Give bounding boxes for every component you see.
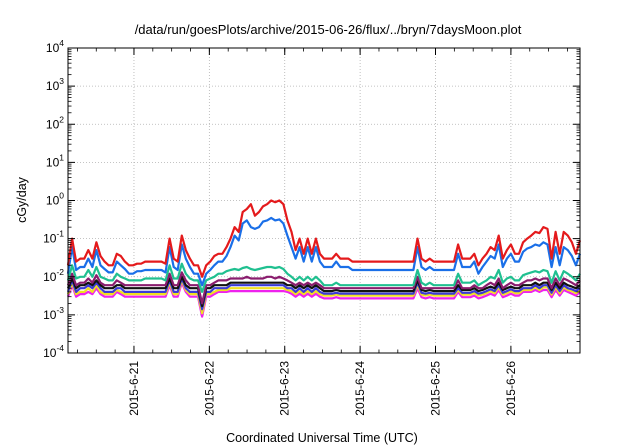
- x-tick-label: 2015-6-22: [202, 361, 216, 416]
- y-tick-label: 101: [46, 152, 64, 169]
- series-line: [66, 199, 582, 278]
- y-tick-label: 10-3: [43, 305, 64, 322]
- x-tick-label: 2015-6-25: [429, 361, 443, 416]
- series-layer: [66, 199, 582, 318]
- x-tick-label: 2015-6-23: [278, 361, 292, 416]
- y-tick-label: 10-4: [43, 343, 64, 360]
- grid: [68, 48, 580, 353]
- y-tick-label: 100: [46, 191, 64, 208]
- series-line: [66, 281, 581, 318]
- y-tick-label: 103: [46, 76, 64, 93]
- x-axis-label: Coordinated Universal Time (UTC): [226, 431, 418, 445]
- y-tick-label: 10-2: [43, 267, 64, 284]
- chart-title: /data/run/goesPlots/archive/2015-06-26/f…: [135, 22, 522, 37]
- x-tick-labels: 2015-6-21 2015-6-22 2015-6-23 2015-6-24 2015…: [127, 361, 518, 416]
- y-axis-label: cGy/day: [15, 176, 29, 223]
- x-tick-label: 2015-6-26: [504, 361, 518, 416]
- y-tick-label: 102: [46, 114, 64, 131]
- x-tick-label: 2015-6-21: [127, 361, 141, 416]
- series-line: [66, 275, 581, 308]
- series-line: [66, 262, 581, 293]
- series-line: [66, 271, 581, 305]
- y-tick-label: 10-1: [43, 229, 64, 246]
- series-line: [66, 279, 581, 315]
- series-line: [66, 277, 581, 311]
- series-line: [66, 216, 582, 287]
- y-tick-labels: 10-4 10-3 10-2 10-1 100 101 102 103 104: [43, 38, 64, 360]
- y-tick-label: 104: [46, 38, 64, 55]
- ticks: [68, 47, 580, 354]
- x-tick-label: 2015-6-24: [353, 361, 367, 416]
